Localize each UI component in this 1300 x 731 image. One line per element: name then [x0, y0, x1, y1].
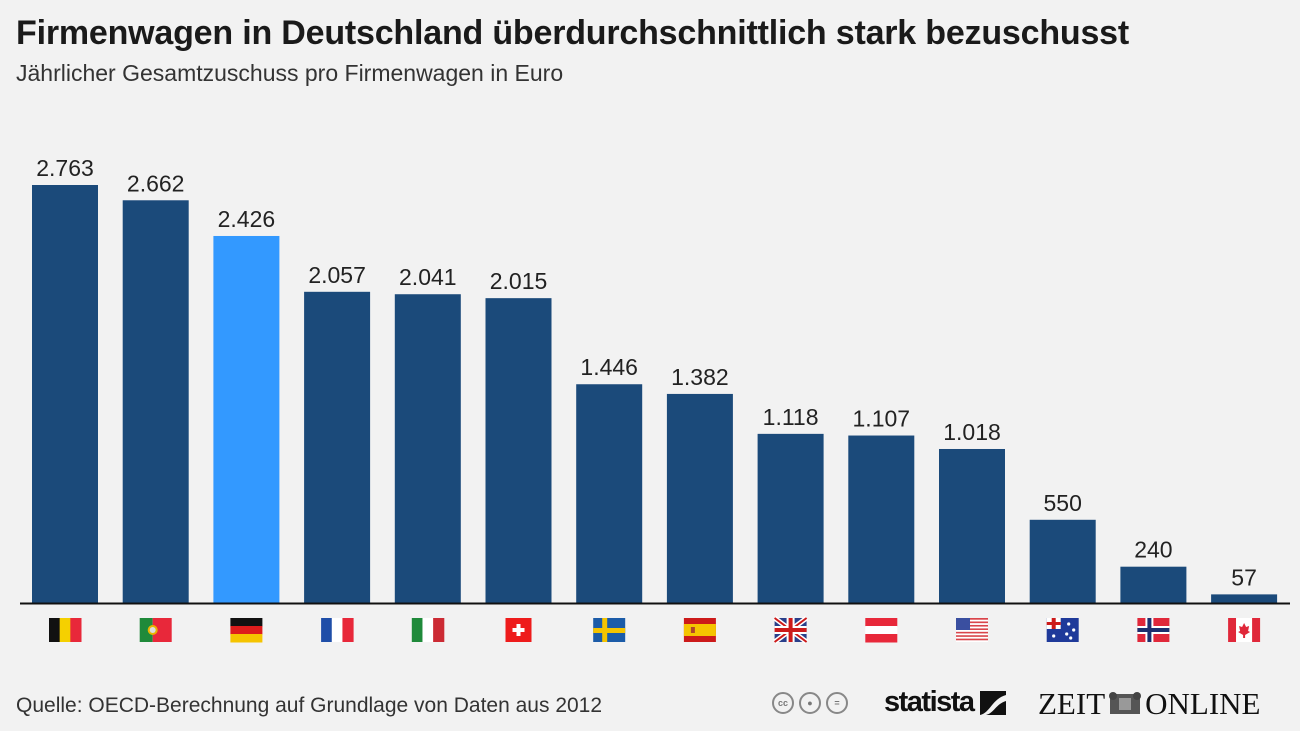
flag-canada-icon — [1228, 618, 1261, 642]
bar-italy — [394, 294, 461, 603]
statista-mark-icon — [979, 690, 1006, 715]
zeit-logo-left: ZEIT — [1038, 686, 1106, 721]
by-icon: ● — [799, 692, 821, 714]
chart-title: Firmenwagen in Deutschland überdurchschn… — [16, 14, 1130, 52]
bar-belgium — [32, 185, 98, 603]
zeit-emblem-icon — [1109, 692, 1142, 714]
source-note: Quelle: OECD-Berechnung auf Grundlage vo… — [16, 694, 603, 717]
flag-uk-icon — [773, 616, 809, 644]
data-label: 1.107 — [853, 406, 911, 432]
data-label: 57 — [1231, 564, 1257, 590]
license-icons: cc ● = — [772, 692, 848, 714]
zeit-online-logo: ZEIT ONLINE — [1038, 686, 1261, 722]
bar-norway — [1120, 566, 1187, 603]
flag-austria-icon — [865, 618, 898, 643]
data-label: 2.426 — [218, 206, 276, 232]
flag-sweden-icon — [593, 618, 626, 642]
flag-france-icon — [321, 618, 354, 642]
nd-icon: = — [826, 692, 848, 714]
data-label: 1.118 — [763, 404, 819, 430]
cc-icon: cc — [772, 692, 794, 714]
flag-norway-icon — [1137, 618, 1170, 642]
data-label: 2.041 — [399, 264, 457, 290]
data-label: 1.382 — [671, 364, 729, 390]
flag-italy-icon — [411, 618, 445, 642]
bar-germany — [213, 235, 280, 604]
data-label: 1.018 — [943, 419, 1001, 445]
chart-subtitle: Jährlicher Gesamtzuschuss pro Firmenwage… — [16, 60, 564, 86]
flag-germany-icon — [230, 618, 263, 643]
bar-united-kingdom — [757, 433, 824, 603]
data-label: 2.662 — [127, 170, 185, 196]
statista-logo: statista — [884, 686, 1006, 719]
data-label: 550 — [1044, 490, 1082, 516]
statista-logo-text: statista — [884, 686, 975, 718]
bar-portugal — [122, 200, 189, 603]
bar-sweden — [576, 384, 643, 603]
data-label: 2.057 — [308, 262, 366, 288]
bar-australia — [1029, 519, 1096, 603]
bar-united-states — [939, 448, 1005, 603]
flag-australia-icon — [1046, 618, 1079, 642]
flag-spain-icon — [683, 618, 716, 642]
flag-usa-icon — [956, 618, 988, 642]
bar-austria — [848, 435, 915, 603]
bar-spain — [666, 393, 733, 603]
flag-switzerland-icon — [505, 618, 532, 642]
bar-france — [304, 291, 371, 603]
data-label: 240 — [1134, 537, 1172, 563]
flag-belgium-icon — [49, 618, 82, 642]
data-label: 2.015 — [490, 268, 548, 294]
bar-switzerland — [485, 298, 552, 603]
flag-portugal-icon — [139, 618, 172, 642]
data-label: 1.446 — [580, 354, 638, 380]
zeit-logo-right: ONLINE — [1145, 686, 1261, 721]
bar-chart: 2.763 2.662 2.426 2.057 2.041 2.015 1.446 1.382… — [20, 155, 1290, 644]
bar-canada — [1211, 594, 1278, 603]
data-label: 2.763 — [36, 155, 94, 181]
